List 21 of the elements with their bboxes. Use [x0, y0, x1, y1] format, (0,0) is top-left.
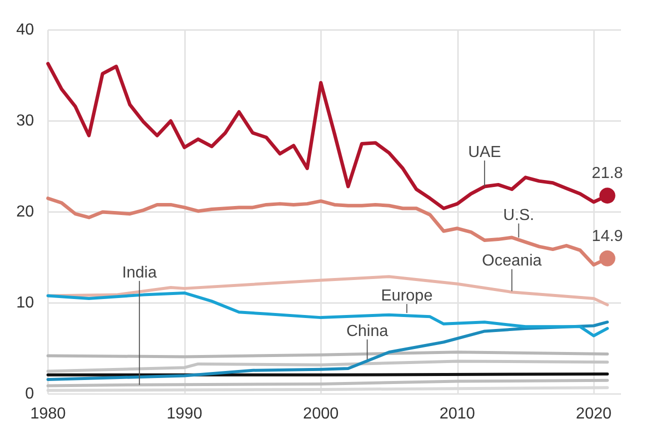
annotation: India: [122, 264, 157, 282]
y-tick-label: 10: [16, 294, 34, 312]
y-tick-label: 0: [25, 386, 34, 402]
annotation: U.S.: [503, 206, 534, 224]
y-tick-label: 40: [16, 22, 34, 38]
annotation: China: [346, 322, 388, 340]
x-tick-label: 2010: [439, 406, 476, 422]
annotation: Europe: [381, 288, 433, 305]
line-series: [46, 291, 609, 338]
line-series: [46, 360, 609, 373]
x-tick-label: 1980: [30, 406, 66, 422]
data-label: 14.9: [592, 228, 624, 245]
data-label: 21.8: [592, 165, 624, 182]
annotation: UAE: [468, 144, 502, 162]
x-tick-label: 2000: [303, 406, 339, 422]
x-tick-label: 1990: [166, 406, 202, 422]
x-tick-label: 2020: [576, 406, 612, 422]
y-tick-label: 30: [16, 112, 34, 130]
annotation: Oceania: [482, 252, 542, 270]
y-tick-label: 20: [16, 204, 34, 220]
line-series: [46, 320, 609, 381]
